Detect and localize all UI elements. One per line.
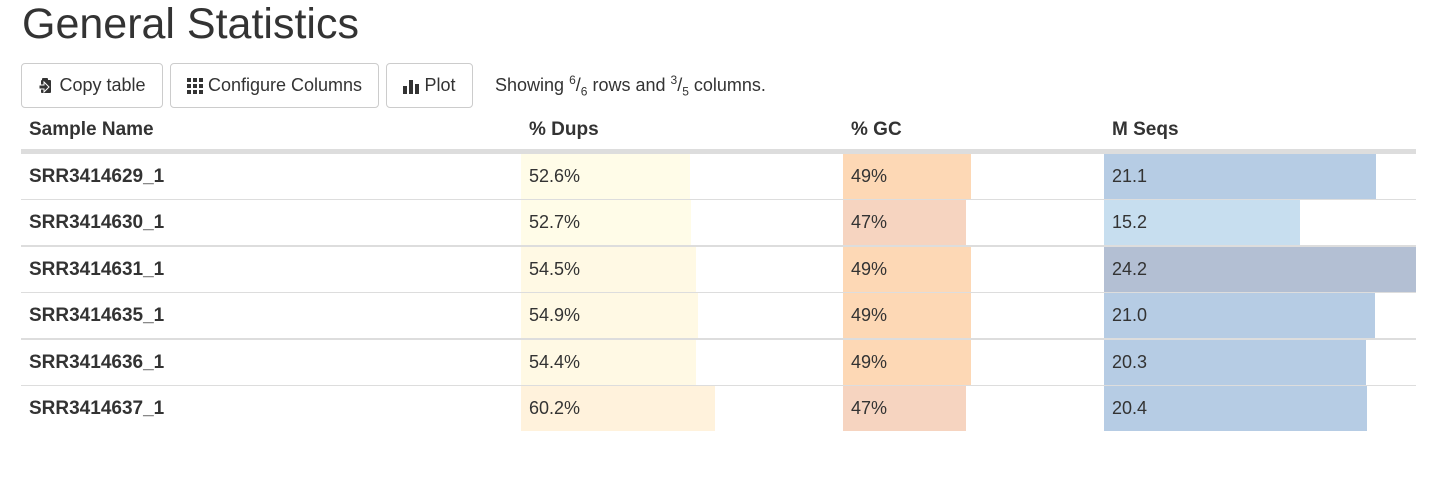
mseqs-value: 15.2 [1112, 212, 1148, 232]
general-stats-table: Sample Name % Dups % GC M Seqs SRR341462… [21, 111, 1416, 431]
gc-value: 49% [851, 259, 888, 279]
cols-word: columns. [688, 74, 766, 95]
dups-value: 52.6% [529, 166, 581, 186]
dups-value: 52.7% [529, 212, 581, 232]
mseqs-value: 21.1 [1112, 166, 1148, 186]
dups-cell: 52.7% [521, 199, 843, 246]
dups-bar [521, 200, 691, 245]
mseqs-bar [1104, 386, 1368, 431]
dups-bar [521, 293, 698, 338]
dups-bar [521, 386, 715, 431]
gc-bar [843, 154, 971, 199]
table-row: SRR3414631_1 54.5% 49% 24.2 [21, 245, 1416, 293]
page-title: General Statistics [22, 0, 359, 48]
header-dups[interactable]: % Dups [521, 111, 843, 154]
mseqs-cell: 20.4 [1104, 385, 1416, 431]
dups-cell: 52.6% [521, 151, 843, 200]
gc-cell: 47% [843, 199, 1104, 246]
cols-shown: 3 [670, 72, 678, 87]
sample-name-cell: SRR3414635_1 [21, 292, 521, 339]
table-header-row: Sample Name % Dups % GC M Seqs [21, 111, 1416, 154]
dups-cell: 54.9% [521, 292, 843, 339]
mseqs-bar [1104, 154, 1377, 199]
gc-value: 49% [851, 352, 888, 372]
dups-value: 60.2% [529, 398, 581, 418]
gc-value: 49% [851, 305, 888, 325]
dups-value: 54.4% [529, 352, 581, 372]
sample-name-cell: SRR3414637_1 [21, 385, 521, 431]
dups-value: 54.5% [529, 259, 581, 279]
gc-value: 47% [851, 398, 888, 418]
rows-total: 6 [580, 84, 588, 99]
copy-icon [38, 77, 54, 95]
configure-columns-label: Configure Columns [207, 75, 363, 95]
gc-bar [843, 293, 971, 338]
gc-cell: 47% [843, 385, 1104, 431]
dups-bar [521, 154, 691, 199]
gc-cell: 49% [843, 338, 1104, 386]
mseqs-value: 21.0 [1112, 305, 1148, 325]
cols-total: 5 [682, 84, 689, 99]
plot-label: Plot [424, 75, 456, 95]
dups-cell: 54.4% [521, 338, 843, 386]
sample-name-cell: SRR3414636_1 [21, 338, 521, 386]
gc-value: 47% [851, 212, 888, 232]
table-row: SRR3414629_1 52.6% 49% 21.1 [21, 151, 1416, 200]
mseqs-value: 24.2 [1112, 259, 1148, 279]
showing-prefix: Showing [495, 74, 570, 95]
table-row: SRR3414635_1 54.9% 49% 21.0 [21, 292, 1416, 339]
sample-name-cell: SRR3414629_1 [21, 151, 521, 200]
mseqs-cell: 24.2 [1104, 245, 1416, 293]
table-toolbar: Copy table Configure Columns Plot Showin… [21, 63, 766, 108]
mseqs-cell: 21.0 [1104, 292, 1416, 339]
mseqs-bar [1104, 293, 1375, 338]
dups-cell: 54.5% [521, 245, 843, 293]
showing-summary: Showing 6/6 rows and 3/5 columns. [495, 72, 766, 99]
mseqs-value: 20.4 [1112, 398, 1148, 418]
bar-chart-icon [403, 78, 420, 94]
copy-table-label: Copy table [59, 75, 146, 95]
mseqs-value: 20.3 [1112, 352, 1148, 372]
dups-cell: 60.2% [521, 385, 843, 431]
configure-columns-button[interactable]: Configure Columns [170, 63, 379, 108]
dups-bar [521, 340, 697, 385]
table-row: SRR3414630_1 52.7% 47% 15.2 [21, 199, 1416, 246]
gc-cell: 49% [843, 151, 1104, 200]
gc-value: 49% [851, 166, 888, 186]
header-gc[interactable]: % GC [843, 111, 1104, 154]
mseqs-bar [1104, 200, 1300, 245]
mseqs-cell: 15.2 [1104, 199, 1416, 246]
gc-bar [843, 340, 971, 385]
gc-cell: 49% [843, 245, 1104, 293]
plot-button[interactable]: Plot [386, 63, 473, 108]
mseqs-cell: 20.3 [1104, 338, 1416, 386]
grid-icon [186, 77, 203, 94]
dups-bar [521, 247, 697, 292]
sample-name-cell: SRR3414630_1 [21, 199, 521, 246]
table-row: SRR3414636_1 54.4% 49% 20.3 [21, 338, 1416, 386]
rows-word: rows and [587, 74, 671, 95]
copy-table-button[interactable]: Copy table [21, 63, 163, 108]
header-mseqs[interactable]: M Seqs [1104, 111, 1416, 154]
rows-shown: 6 [569, 72, 576, 87]
mseqs-bar [1104, 247, 1416, 292]
table-row: SRR3414637_1 60.2% 47% 20.4 [21, 385, 1416, 431]
dups-value: 54.9% [529, 305, 581, 325]
mseqs-bar [1104, 340, 1366, 385]
gc-bar [843, 200, 966, 245]
gc-bar [843, 247, 971, 292]
gc-cell: 49% [843, 292, 1104, 339]
header-sample-name[interactable]: Sample Name [21, 111, 521, 154]
mseqs-cell: 21.1 [1104, 151, 1416, 200]
sample-name-cell: SRR3414631_1 [21, 245, 521, 293]
gc-bar [843, 386, 966, 431]
